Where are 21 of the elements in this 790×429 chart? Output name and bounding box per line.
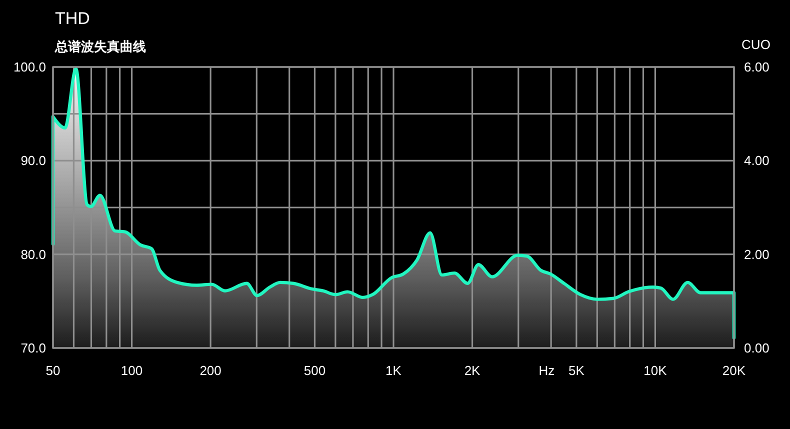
y2-tick-label: 0.00 [744,340,770,356]
x-tick-label: 200 [200,363,222,378]
x-axis-title: Hz [538,363,555,378]
y2-tick-label: 2.00 [744,246,770,262]
y2-tick-label: 4.00 [744,153,770,168]
x-tick-label: 500 [304,363,326,378]
x-tick-label: 1K [386,363,402,378]
y-tick-label: 90.0 [20,153,46,168]
x-tick-label: 20K [722,363,746,378]
y-tick-label: 80.0 [20,246,46,262]
chart-subtitle: 总谱波失真曲线 [54,39,146,54]
y-tick-label: 100.0 [13,60,46,74]
chart-title: THD [55,9,90,28]
y2-axis-title: CUO [742,37,770,52]
x-tick-label: 10K [644,363,668,378]
x-tick-label: 2K [464,363,481,378]
x-tick-label: 100 [120,363,143,378]
y-tick-label: 70.0 [20,340,46,356]
y2-tick-label: 6.00 [744,60,770,74]
x-tick-label: 50 [46,363,60,378]
x-tick-label: 5K [568,363,585,378]
